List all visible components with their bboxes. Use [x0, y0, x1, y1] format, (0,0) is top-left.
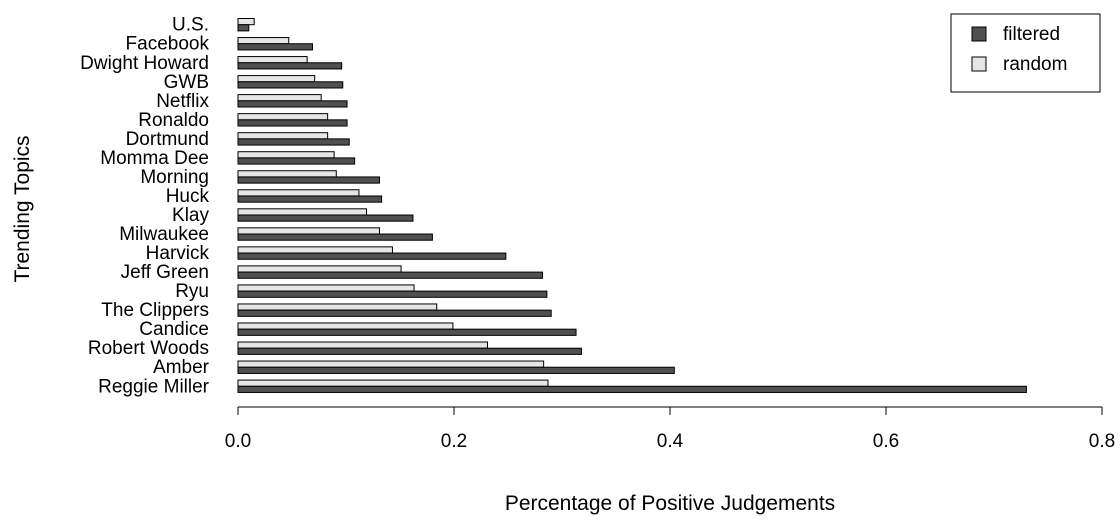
category-label: Candice — [139, 319, 209, 340]
bar-random-ronaldo — [237, 113, 329, 121]
bar-random-facebook — [237, 37, 290, 45]
bar-random-reggie-miller — [237, 379, 549, 387]
y-axis-title: Trending Topics — [11, 135, 34, 282]
bar-filtered-huck — [237, 195, 383, 203]
category-label: Morning — [140, 167, 209, 188]
bar-random-morning — [237, 170, 337, 178]
x-axis: 0.0 0.2 0.4 0.6 0.8 — [225, 406, 1115, 452]
bar-filtered-dortmund — [237, 138, 350, 146]
category-label: Momma Dee — [100, 148, 209, 169]
bar-filtered-amber — [237, 366, 675, 374]
x-tick-label: 0.2 — [441, 431, 467, 452]
category-label: Ryu — [175, 281, 209, 302]
bar-filtered-u-s — [237, 24, 250, 32]
bar-random-dortmund — [237, 132, 329, 140]
category-label: Reggie Miller — [98, 376, 210, 397]
bar-filtered-gwb — [237, 81, 344, 89]
bar-random-huck — [237, 189, 360, 197]
bars-group — [237, 18, 1027, 393]
bar-random-ryu — [237, 284, 415, 292]
bar-random-jeff-green — [237, 265, 402, 273]
bar-filtered-morning — [237, 176, 380, 184]
category-label: Ronaldo — [138, 110, 209, 131]
bar-filtered-milwaukee — [237, 233, 433, 241]
bar-random-milwaukee — [237, 227, 380, 235]
bar-random-dwight-howard — [237, 56, 308, 64]
bar-random-gwb — [237, 75, 316, 83]
bar-filtered-dwight-howard — [237, 62, 343, 70]
category-label: Amber — [153, 357, 210, 378]
legend-swatch-random — [971, 56, 987, 72]
legend-label-random: random — [1003, 54, 1067, 75]
bar-random-netflix — [237, 94, 322, 102]
bar-random-u-s — [237, 18, 255, 26]
bar-random-candice — [237, 322, 454, 330]
x-tick-label: 0.0 — [225, 431, 251, 452]
bar-filtered-netflix — [237, 100, 348, 108]
category-label: Harvick — [146, 243, 210, 264]
x-tick-label: 0.6 — [873, 431, 899, 452]
bar-filtered-momma-dee — [237, 157, 356, 165]
bar-filtered-jeff-green — [237, 271, 544, 279]
bar-filtered-reggie-miller — [237, 385, 1027, 393]
x-axis-title: Percentage of Positive Judgements — [505, 492, 835, 515]
bar-filtered-harvick — [237, 252, 507, 260]
category-label: Huck — [166, 186, 210, 207]
bar-filtered-the-clippers — [237, 309, 552, 317]
category-label: Jeff Green — [121, 262, 209, 283]
category-label: Dortmund — [126, 129, 209, 150]
bar-filtered-ryu — [237, 290, 548, 298]
bar-random-amber — [237, 360, 545, 368]
category-label: Netflix — [156, 91, 209, 112]
x-tick-label: 0.8 — [1089, 431, 1115, 452]
legend: filtered random — [950, 13, 1101, 93]
bar-random-the-clippers — [237, 303, 438, 311]
category-label: Milwaukee — [119, 224, 209, 245]
category-label: Dwight Howard — [80, 53, 209, 74]
legend-swatch-filtered — [971, 26, 987, 42]
x-tick-label: 0.4 — [657, 431, 684, 452]
bar-filtered-candice — [237, 328, 577, 336]
category-label: U.S. — [172, 15, 209, 36]
bar-filtered-robert-woods — [237, 347, 582, 355]
bar-filtered-klay — [237, 214, 414, 222]
bar-filtered-ronaldo — [237, 119, 348, 127]
category-label: Klay — [172, 205, 209, 226]
bar-random-momma-dee — [237, 151, 335, 159]
category-label: Facebook — [126, 34, 210, 55]
bar-random-klay — [237, 208, 368, 216]
category-label: GWB — [164, 72, 209, 93]
bar-filtered-facebook — [237, 43, 314, 51]
bar-random-harvick — [237, 246, 393, 254]
legend-label-filtered: filtered — [1003, 24, 1060, 45]
category-label: The Clippers — [101, 300, 209, 321]
category-label: Robert Woods — [88, 338, 209, 359]
bar-random-robert-woods — [237, 341, 488, 349]
